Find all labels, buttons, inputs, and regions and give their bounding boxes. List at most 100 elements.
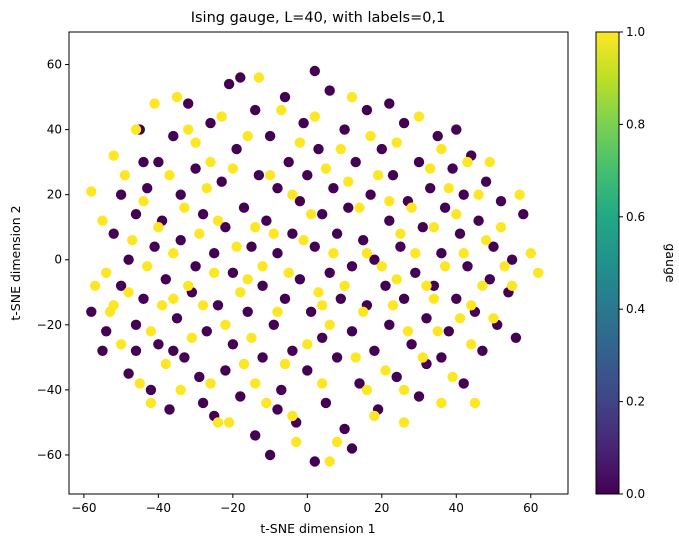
scatter-point [276, 384, 287, 396]
scatter-point [488, 313, 499, 324]
scatter-point [350, 352, 361, 363]
scatter-point [391, 274, 402, 285]
scatter-point [168, 345, 179, 356]
scatter-point [261, 215, 272, 226]
scatter-point [250, 378, 261, 389]
scatter-point [458, 248, 469, 259]
scatter-point [197, 209, 209, 220]
scatter-point [395, 228, 406, 239]
x-tick-label: 60 [523, 501, 538, 515]
scatter-point [257, 280, 268, 291]
scatter-point [361, 248, 373, 259]
scatter-point [313, 287, 324, 298]
scatter-point [145, 397, 157, 409]
scatter-point [138, 156, 149, 168]
scatter-point [406, 202, 417, 213]
scatter-point [168, 248, 179, 259]
scatter-point [223, 417, 235, 428]
scatter-point [212, 417, 224, 428]
scatter-point [365, 130, 376, 142]
scatter-points [86, 65, 544, 467]
scatter-point [130, 209, 142, 220]
scatter-point [130, 319, 142, 330]
scatter-point [130, 124, 142, 135]
scatter-point [179, 352, 190, 363]
y-axis-label: t-SNE dimension 2 [8, 205, 23, 320]
scatter-point [391, 137, 402, 148]
scatter-point [354, 202, 365, 213]
scatter-point [466, 339, 477, 350]
scatter-point [201, 183, 212, 194]
scatter-point [533, 267, 544, 278]
scatter-point [398, 384, 410, 396]
x-axis-label: t-SNE dimension 1 [260, 521, 375, 536]
scatter-point [171, 91, 183, 103]
scatter-point [175, 189, 186, 200]
scatter-point [171, 313, 183, 324]
scatter-point [115, 280, 127, 291]
scatter-point [302, 365, 313, 376]
scatter-point [436, 397, 447, 409]
x-tick-label: 20 [374, 501, 389, 515]
scatter-point [190, 163, 201, 174]
scatter-point [268, 319, 279, 330]
scatter-point [458, 189, 469, 200]
scatter-point [462, 261, 473, 272]
y-axis-ticks: −60 −40 −20 0 20 40 60 [37, 58, 69, 462]
scatter-point [272, 306, 283, 317]
colorbar-tick-label: 1.0 [626, 25, 645, 39]
scatter-point [369, 410, 380, 422]
scatter-point [149, 98, 160, 109]
scatter-point [369, 345, 380, 356]
scatter-point [443, 326, 454, 337]
colorbar: 0.0 0.2 0.4 0.6 0.8 1.0 gauge [595, 25, 678, 501]
scatter-point [466, 300, 477, 311]
scatter-point [339, 423, 350, 435]
scatter-point [428, 293, 440, 304]
scatter-point [525, 248, 536, 259]
y-tick-label: 40 [47, 123, 62, 137]
scatter-point [510, 332, 522, 343]
scatter-point [398, 117, 410, 129]
scatter-point [506, 254, 518, 265]
scatter-point [183, 98, 194, 109]
scatter-point [413, 111, 425, 122]
scatter-point [108, 300, 119, 311]
scatter-point [197, 300, 209, 311]
scatter-point [283, 267, 294, 278]
scatter-point [119, 170, 131, 181]
scatter-point [231, 143, 242, 155]
scatter-point [205, 156, 216, 168]
colorbar-tick-label: 0.2 [626, 395, 645, 409]
scatter-point [406, 339, 417, 350]
scatter-point [287, 189, 298, 200]
scatter-point [376, 261, 387, 272]
scatter-point [458, 378, 469, 389]
scatter-point [205, 378, 216, 389]
scatter-point [495, 222, 507, 233]
scatter-point [242, 306, 253, 317]
scatter-point [190, 137, 201, 148]
scatter-point [142, 183, 153, 194]
scatter-point [197, 397, 209, 409]
scatter-point [279, 293, 291, 304]
scatter-point [123, 368, 134, 379]
scatter-point [480, 235, 492, 246]
scatter-point [361, 104, 373, 116]
scatter-point [253, 72, 265, 83]
scatter-point [190, 261, 201, 272]
scatter-point [264, 170, 276, 181]
scatter-point [473, 215, 484, 226]
scatter-point [436, 352, 447, 363]
x-tick-label: −20 [220, 501, 245, 515]
scatter-point [223, 78, 235, 90]
scatter-point [331, 228, 343, 239]
scatter-point [160, 274, 171, 285]
scatter-point [331, 436, 343, 448]
scatter-point [428, 280, 440, 291]
scatter-point [421, 280, 432, 291]
scatter-point [518, 209, 529, 220]
plot-background [69, 32, 568, 494]
scatter-point [335, 293, 346, 304]
scatter-point [317, 300, 328, 311]
